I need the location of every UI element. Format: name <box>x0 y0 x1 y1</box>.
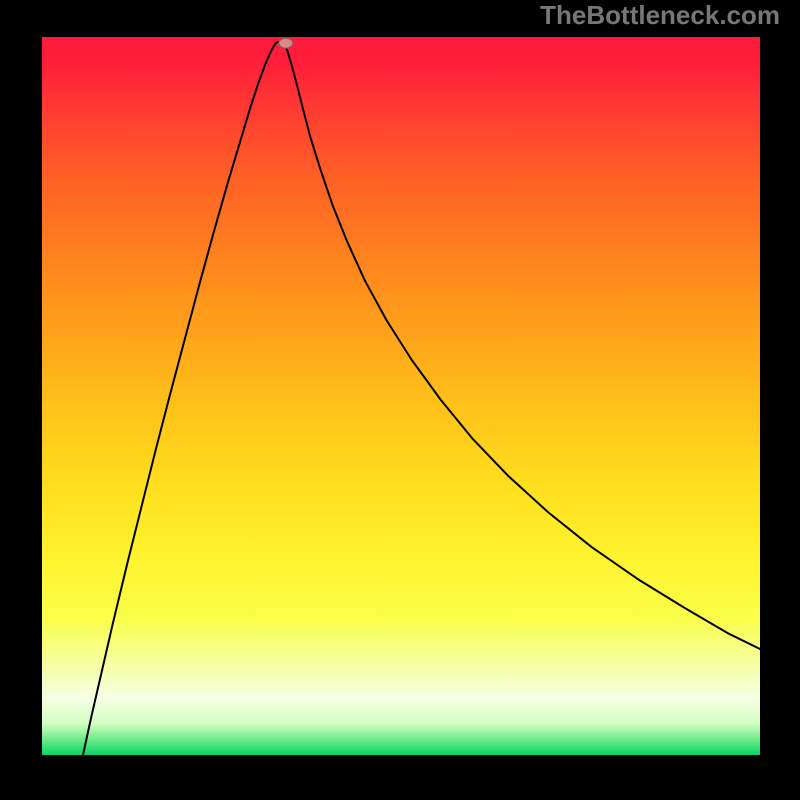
chart-svg <box>0 0 800 800</box>
plot-background <box>41 36 761 756</box>
optimum-marker <box>279 38 293 48</box>
